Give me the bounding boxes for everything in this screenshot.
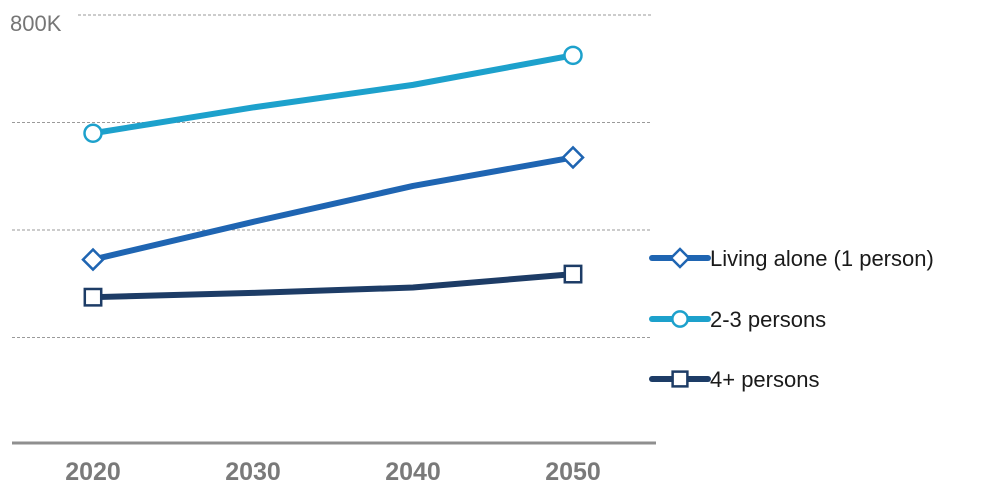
square-marker [83, 287, 103, 307]
series-line [90, 271, 576, 301]
x-tick-label: 2030 [225, 458, 281, 485]
x-tick-labels: 2020 2030 2040 2050 [65, 458, 601, 485]
diamond-marker [669, 247, 691, 269]
square-marker [671, 370, 689, 388]
x-tick-label: 2050 [545, 458, 601, 485]
circle-marker [83, 123, 103, 143]
legend-label: 4+ persons [710, 367, 819, 392]
x-tick-label: 2020 [65, 458, 121, 485]
circle-marker [671, 310, 689, 328]
legend-label: 2-3 persons [710, 307, 826, 332]
gridlines [12, 14, 652, 338]
legend: Living alone (1 person) 2-3 persons 4+ per… [649, 246, 934, 392]
series-group [81, 45, 585, 307]
y-tick-label: 800K [10, 11, 62, 36]
diamond-marker [81, 247, 105, 272]
series-line [90, 154, 576, 263]
diamond-marker [561, 145, 585, 170]
circle-marker [563, 45, 583, 66]
square-marker [563, 264, 583, 284]
legend-label: Living alone (1 person) [710, 246, 934, 271]
x-tick-label: 2040 [385, 458, 441, 485]
series-line [90, 52, 576, 137]
